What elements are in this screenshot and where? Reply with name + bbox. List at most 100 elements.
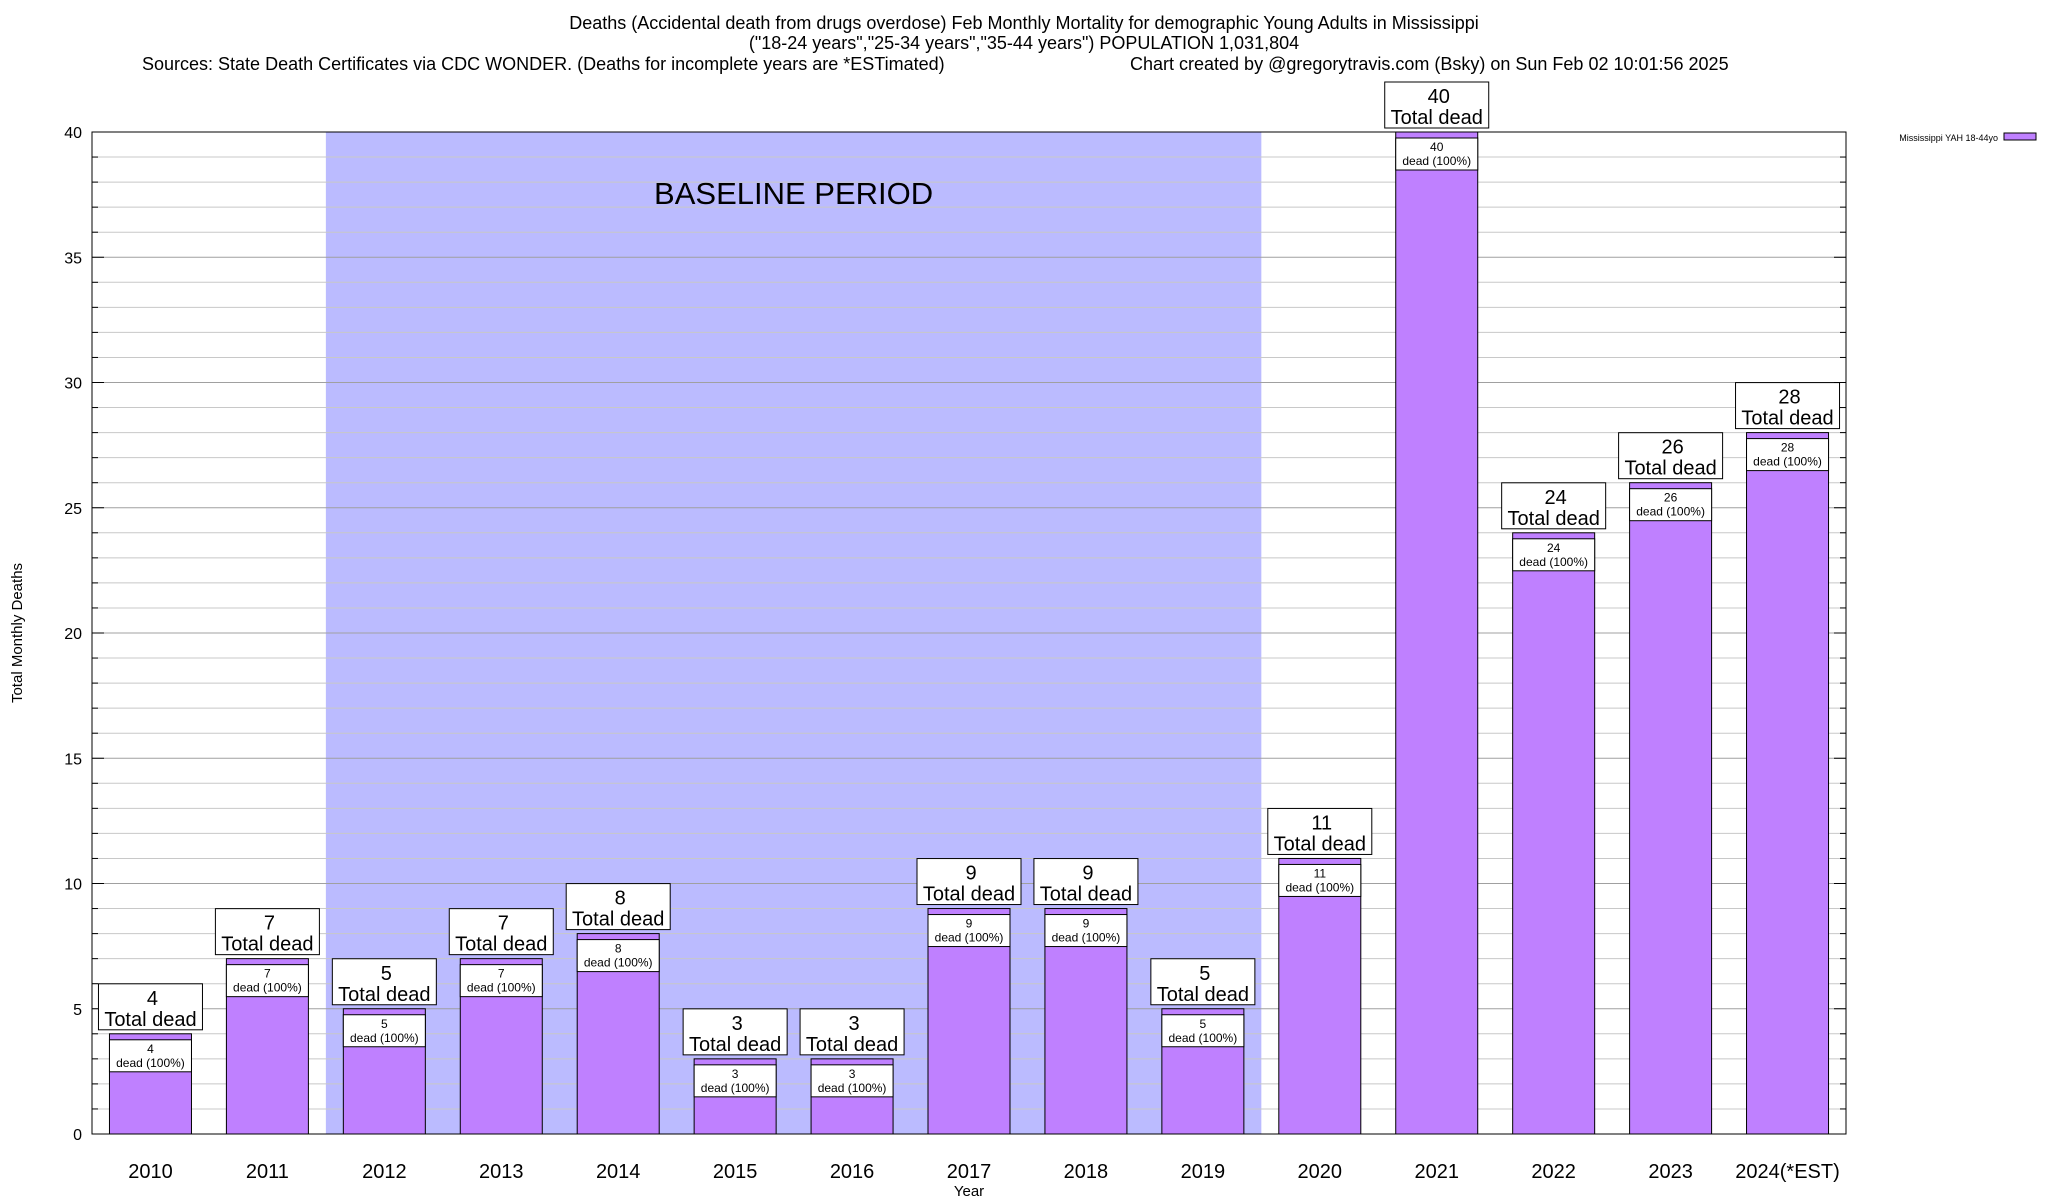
x-tick-label: 2024(*EST) [1735,1161,1840,1183]
bar-total-label-box [799,1008,905,1056]
bar-total-label: Total dead [923,884,1015,906]
bar-inner-label: dead (100%) [467,981,536,995]
bar-inner-value: 5 [381,1017,388,1031]
bar-total-label-box [1267,807,1373,855]
bar-inner-label: dead (100%) [1169,1031,1238,1045]
bar-inner-value: 11 [1314,866,1327,880]
bar-total-label-box [448,908,554,956]
x-tick-label: 2012 [362,1161,407,1183]
bar-total-label-box [565,883,671,931]
y-tick-label: 35 [64,250,82,267]
bar-total-label-box [1501,482,1607,530]
chart-subtitle: ("18-24 years","25-34 years","35-44 year… [748,33,1300,53]
y-tick-label: 25 [64,501,82,518]
y-tick-label: 15 [64,751,82,768]
bar-inner-label: dead (100%) [1052,931,1121,945]
chart-credit: Chart created by @gregorytravis.com (Bsk… [1130,54,1729,74]
bar-total-label: Total dead [1741,408,1833,430]
bar-total-label: Total dead [1624,458,1716,480]
bar-inner-value: 40 [1430,140,1444,154]
bar-inner-value: 28 [1781,441,1795,455]
bar-total-label: Total dead [1157,984,1249,1006]
x-tick-label: 2021 [1414,1161,1459,1183]
bar-total-label-box [214,908,320,956]
bar-inner-value: 5 [1200,1017,1207,1031]
bar-inner-value: 9 [966,917,973,931]
bar-total-label: Total dead [455,934,547,956]
bar-inner-value: 26 [1664,491,1678,505]
bar-inner-label: dead (100%) [350,1031,419,1045]
bar-total-label-box [1735,382,1841,430]
y-tick-label: 5 [73,1002,82,1019]
bar-total-label: Total dead [104,1009,196,1031]
bar-total-label: Total dead [572,909,664,931]
bar-value-label: 4 [147,988,158,1010]
bar-total-label-box [331,958,437,1006]
bar-inner-label: dead (100%) [935,931,1004,945]
chart-title: Deaths (Accidental death from drugs over… [569,13,1479,33]
x-tick-label: 2016 [830,1161,875,1183]
bar-inner-label-box [342,1014,426,1048]
bar-value-label: 3 [732,1013,743,1035]
legend-swatch [2003,132,2037,141]
bar-value-label: 8 [615,888,626,910]
bar-inner-label: dead (100%) [1753,455,1822,469]
bar-total-label-box [682,1008,788,1056]
bar-inner-value: 7 [498,967,505,981]
x-tick-label: 2013 [479,1161,524,1183]
bar-inner-label: dead (100%) [584,956,653,970]
bar-inner-label-box [459,964,543,998]
bar-total-label-box [97,983,203,1031]
bar-total-label: Total dead [1040,884,1132,906]
x-tick-label: 2017 [947,1161,992,1183]
bar-total-label: Total dead [806,1034,898,1056]
bar-total-label-box [1033,858,1139,906]
bar-inner-label-box [1044,914,1128,948]
y-axis-label: Total Monthly Deaths [9,563,26,703]
bar-inner-label-box [1629,488,1713,522]
bar-value-label: 40 [1428,86,1450,108]
bar-total-label-box [916,858,1022,906]
bar-inner-label-box [1161,1014,1245,1048]
bar-inner-label-box [576,939,660,973]
bar-value-label: 9 [965,863,976,885]
bar [1278,857,1362,1135]
bar-inner-label: dead (100%) [1636,505,1705,519]
bar-inner-label-box [1746,438,1830,472]
bar-inner-label-box [927,914,1011,948]
baseline-label: BASELINE PERIOD [654,176,933,211]
x-tick-label: 2018 [1064,1161,1109,1183]
bar-inner-value: 8 [615,942,622,956]
bar-total-label-box [1150,958,1256,1006]
bar-inner-label: dead (100%) [1402,154,1471,168]
x-tick-label: 2022 [1531,1161,1576,1183]
bar [1629,482,1713,1135]
bar-total-label-box [1384,81,1490,129]
bar-value-label: 5 [1199,963,1210,985]
x-tick-label: 2019 [1181,1161,1226,1183]
bar-inner-label-box [1278,863,1362,897]
bar [1512,532,1596,1135]
bar-total-label: Total dead [338,984,430,1006]
bar-inner-value: 7 [264,967,271,981]
bar-value-label: 28 [1778,387,1800,409]
bar-value-label: 3 [849,1013,860,1035]
bar-value-label: 5 [381,963,392,985]
bar-inner-label-box [108,1039,192,1073]
bar-inner-value: 3 [849,1067,856,1081]
bar-inner-label-box [225,964,309,998]
bar-inner-label-box [693,1064,777,1098]
bar-total-label: Total dead [1391,107,1483,129]
y-tick-label: 0 [73,1127,82,1144]
bar-value-label: 11 [1311,812,1332,834]
chart-sources: Sources: State Death Certificates via CD… [142,54,945,74]
y-tick-label: 30 [64,376,82,393]
bar-total-label: Total dead [1274,833,1366,855]
bar-inner-label: dead (100%) [116,1056,185,1070]
bar-value-label: 7 [264,913,275,935]
bar-inner-label-box [1512,538,1596,572]
bar-inner-value: 3 [732,1067,739,1081]
bar-value-label: 24 [1545,487,1567,509]
x-tick-label: 2020 [1298,1161,1343,1183]
